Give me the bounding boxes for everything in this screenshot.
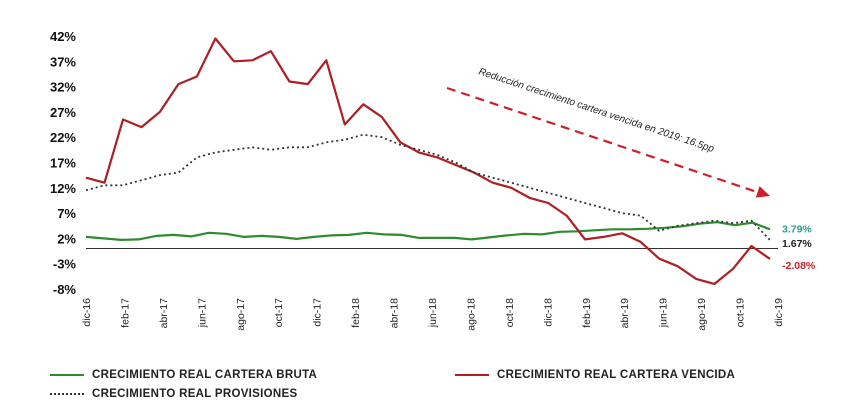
y-tick-label: 12%	[50, 181, 76, 196]
x-tick-label: oct-17	[273, 298, 285, 327]
series-layer	[85, 37, 771, 285]
y-tick-label: 2%	[57, 231, 76, 246]
x-tick-label: jun-19	[658, 298, 670, 328]
x-tick-label: feb-17	[119, 298, 131, 328]
y-tick-label: -8%	[53, 282, 77, 297]
annotation-text: Reducción crecimiento cartera vencida en…	[477, 66, 716, 155]
y-tick-label: 7%	[57, 206, 76, 221]
series-line-0	[85, 221, 771, 241]
annotation-arrowhead	[755, 186, 770, 198]
end-labels: 3.79% 1.67% -2.08%	[782, 223, 816, 272]
series-line-1	[85, 37, 771, 285]
end-value-label: 1.67%	[782, 238, 812, 250]
annotation-arrow-line	[446, 86, 761, 195]
x-tick-label: dic-18	[542, 298, 554, 327]
x-tick-label: feb-18	[350, 298, 362, 328]
y-tick-label: 22%	[50, 130, 76, 145]
y-tick-label: -3%	[53, 257, 77, 272]
x-tick-label: ago-18	[465, 298, 477, 331]
annotation: Reducción crecimiento cartera vencida en…	[446, 66, 770, 198]
x-tick-label: dic-16	[81, 298, 93, 327]
end-value-label: -2.08%	[782, 260, 816, 272]
x-tick-label: oct-19	[735, 298, 747, 327]
x-axis: dic-16 feb-17 abr-17 jun-17 ago-17 oct-17 dic-…	[81, 298, 785, 331]
x-tick-label: feb-19	[581, 298, 593, 328]
y-tick-label: 32%	[50, 80, 76, 95]
x-tick-label: dic-19	[773, 298, 785, 327]
x-tick-label: jun-17	[196, 298, 208, 328]
x-tick-label: oct-18	[504, 298, 516, 327]
y-tick-label: 17%	[50, 156, 76, 171]
x-tick-label: abr-17	[158, 298, 170, 329]
y-tick-label: 42%	[50, 29, 76, 44]
x-tick-label: ago-17	[235, 298, 247, 331]
series-line-2	[85, 133, 771, 241]
y-tick-label: 27%	[50, 105, 76, 120]
end-value-label: 3.79%	[782, 223, 812, 235]
y-tick-label: 37%	[50, 54, 76, 69]
y-axis: 42% 37% 32% 27% 22% 17% 12% 7% 2% -3% -8%	[50, 29, 778, 297]
x-tick-label: ago-19	[696, 298, 708, 331]
x-tick-label: dic-17	[312, 298, 324, 327]
x-tick-label: abr-19	[619, 298, 631, 329]
x-tick-label: abr-18	[389, 298, 401, 329]
x-tick-label: jun-18	[427, 298, 439, 328]
